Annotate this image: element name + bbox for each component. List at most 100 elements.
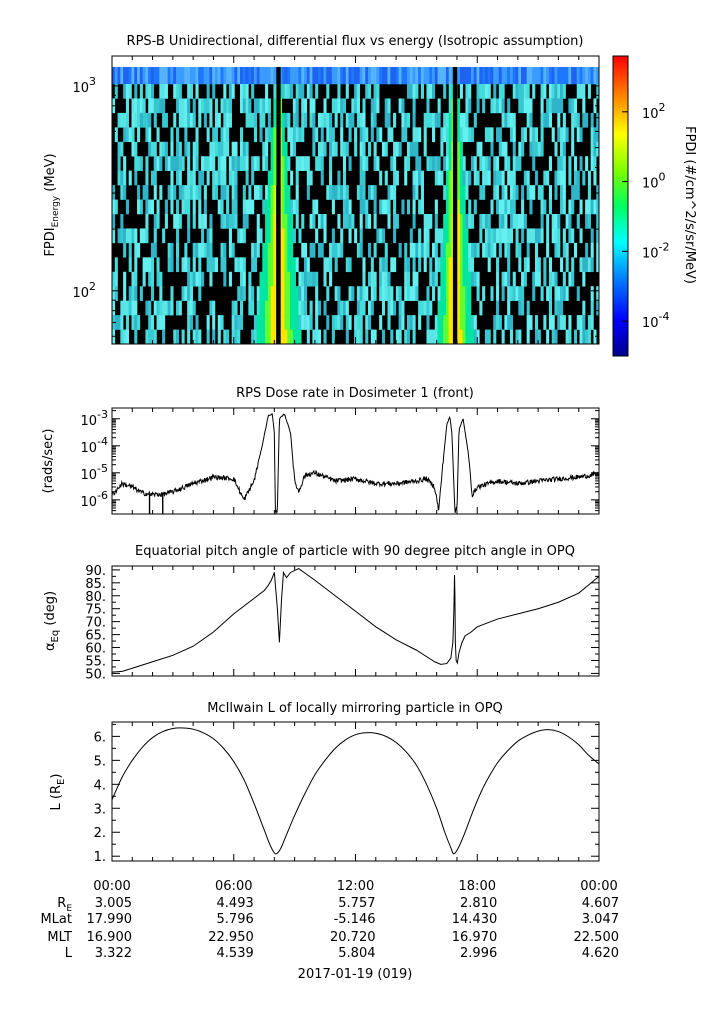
spectrogram-cell [176,257,180,273]
spectrogram-cell [251,257,255,273]
spectrogram-cell [507,67,511,85]
spectrogram-cell [201,214,205,229]
spectrogram-cell [112,329,116,345]
spectrogram-cell [496,257,500,273]
spectrogram-cell [443,127,447,143]
spectrogram-cell [134,300,138,316]
pitch-angle-panel: Equatorial pitch angle of particle with … [43,544,600,682]
spectrogram-cell [479,300,483,316]
spectrogram-cell [125,98,129,114]
pitch-angle-y-tick-label: 55. [85,654,106,669]
spectrogram-cell [418,156,422,171]
spectrogram-cell [137,67,141,85]
spectrogram-cell [164,214,168,229]
spectrogram-cell [571,257,575,273]
spectrogram-cell [281,228,285,244]
spectrogram-cell [543,170,547,186]
spectrogram-cell [554,300,558,316]
spectrogram-cell [281,257,285,273]
spectrogram-cell [340,67,344,85]
spectrogram-cell [548,257,552,273]
spectrogram-cell [473,242,477,258]
spectrogram-cell [240,271,244,287]
spectrogram-cell [356,315,360,330]
spectrogram-cell [145,185,149,200]
spectrogram-cell [178,170,182,186]
spectrogram-cell [262,300,266,316]
spectrogram-cell [309,315,313,330]
spectrogram-cell [518,156,522,171]
spectrogram-cell [203,156,207,171]
spectrogram-cell [150,98,155,114]
spectrogram-cell [420,67,424,85]
spectrogram-cell [187,315,191,330]
spectrogram-cell [501,329,505,345]
spectrogram-cell [585,67,589,85]
spectrogram-cell [306,185,310,200]
spectrogram-cell [585,242,589,258]
x-tick-label: 18:00 [459,879,496,894]
spectrogram-cell [459,170,463,186]
spectrogram-panel: RPS-B Unidirectional, differential flux … [43,34,697,357]
spectrogram-cell [128,300,132,316]
spectrogram-cell [582,315,586,330]
spectrogram-cell [245,170,249,186]
spectrogram-cell [326,257,330,273]
spectrogram-cell [381,286,386,301]
spectrogram-cell [262,242,266,258]
spectrogram-cell [473,315,477,330]
spectrogram-cell [370,98,374,114]
spectrogram-cell [198,199,202,215]
spectrogram-cell [426,329,430,345]
spectrogram-cell [562,127,566,143]
spectrogram-cell [465,84,469,99]
spectrogram-cell [137,185,141,200]
spectrogram-cell [443,300,447,316]
spectrogram-cell [156,156,160,171]
spectrogram-cell [295,329,299,345]
spectrogram-cell [320,141,324,157]
spectrogram-cell [381,141,386,157]
spectrogram-cell [234,141,238,157]
spectrogram-cell [482,170,486,186]
spectrogram-cell [579,329,583,345]
spectrogram-cell [484,329,488,345]
spectrogram-cell [526,112,530,128]
spectrogram-cell [337,98,341,114]
spectrogram-cell [248,67,252,85]
dose-rate-panel: RPS Dose rate in Dosimeter 1 (front) 10-… [41,386,600,515]
spectrogram-cell [493,67,497,85]
spectrogram-cell [320,214,324,229]
spectrogram-cell [487,67,491,85]
spectrogram-cell [123,170,127,186]
spectrogram-cell [242,199,246,215]
spectrogram-cell [209,141,213,157]
spectrogram-cell [509,112,514,128]
spectrogram-cell [334,257,338,273]
spectrogram-cell [284,84,288,99]
spectrogram-cell [312,329,316,345]
spectrogram-cell [445,329,450,345]
spectrogram-cell [482,67,486,85]
spectrogram-cell [429,271,433,287]
spectrogram-cell [253,315,258,330]
spectrogram-cell [546,286,550,301]
spectrogram-cell [560,98,564,114]
spectrogram-cell [267,329,271,345]
spectrogram-cell [534,141,539,157]
spectrogram-cell [426,214,430,229]
spectrogram-cell [504,315,508,330]
spectrogram-cell [379,199,383,215]
spectrogram-cell [462,199,466,215]
spectrogram-cell [351,286,355,301]
spectrogram-cell [562,185,566,200]
spectrogram-cell [457,315,461,330]
spectrogram-cell [534,329,539,345]
spectrogram-cell [187,156,191,171]
spectrogram-cell [148,300,152,316]
spectrogram-cell [523,67,527,85]
spectrogram-cell [376,127,380,143]
spectrogram-cell [270,228,274,244]
spectrogram-cell [287,271,291,287]
spectrogram-cell [468,98,472,114]
